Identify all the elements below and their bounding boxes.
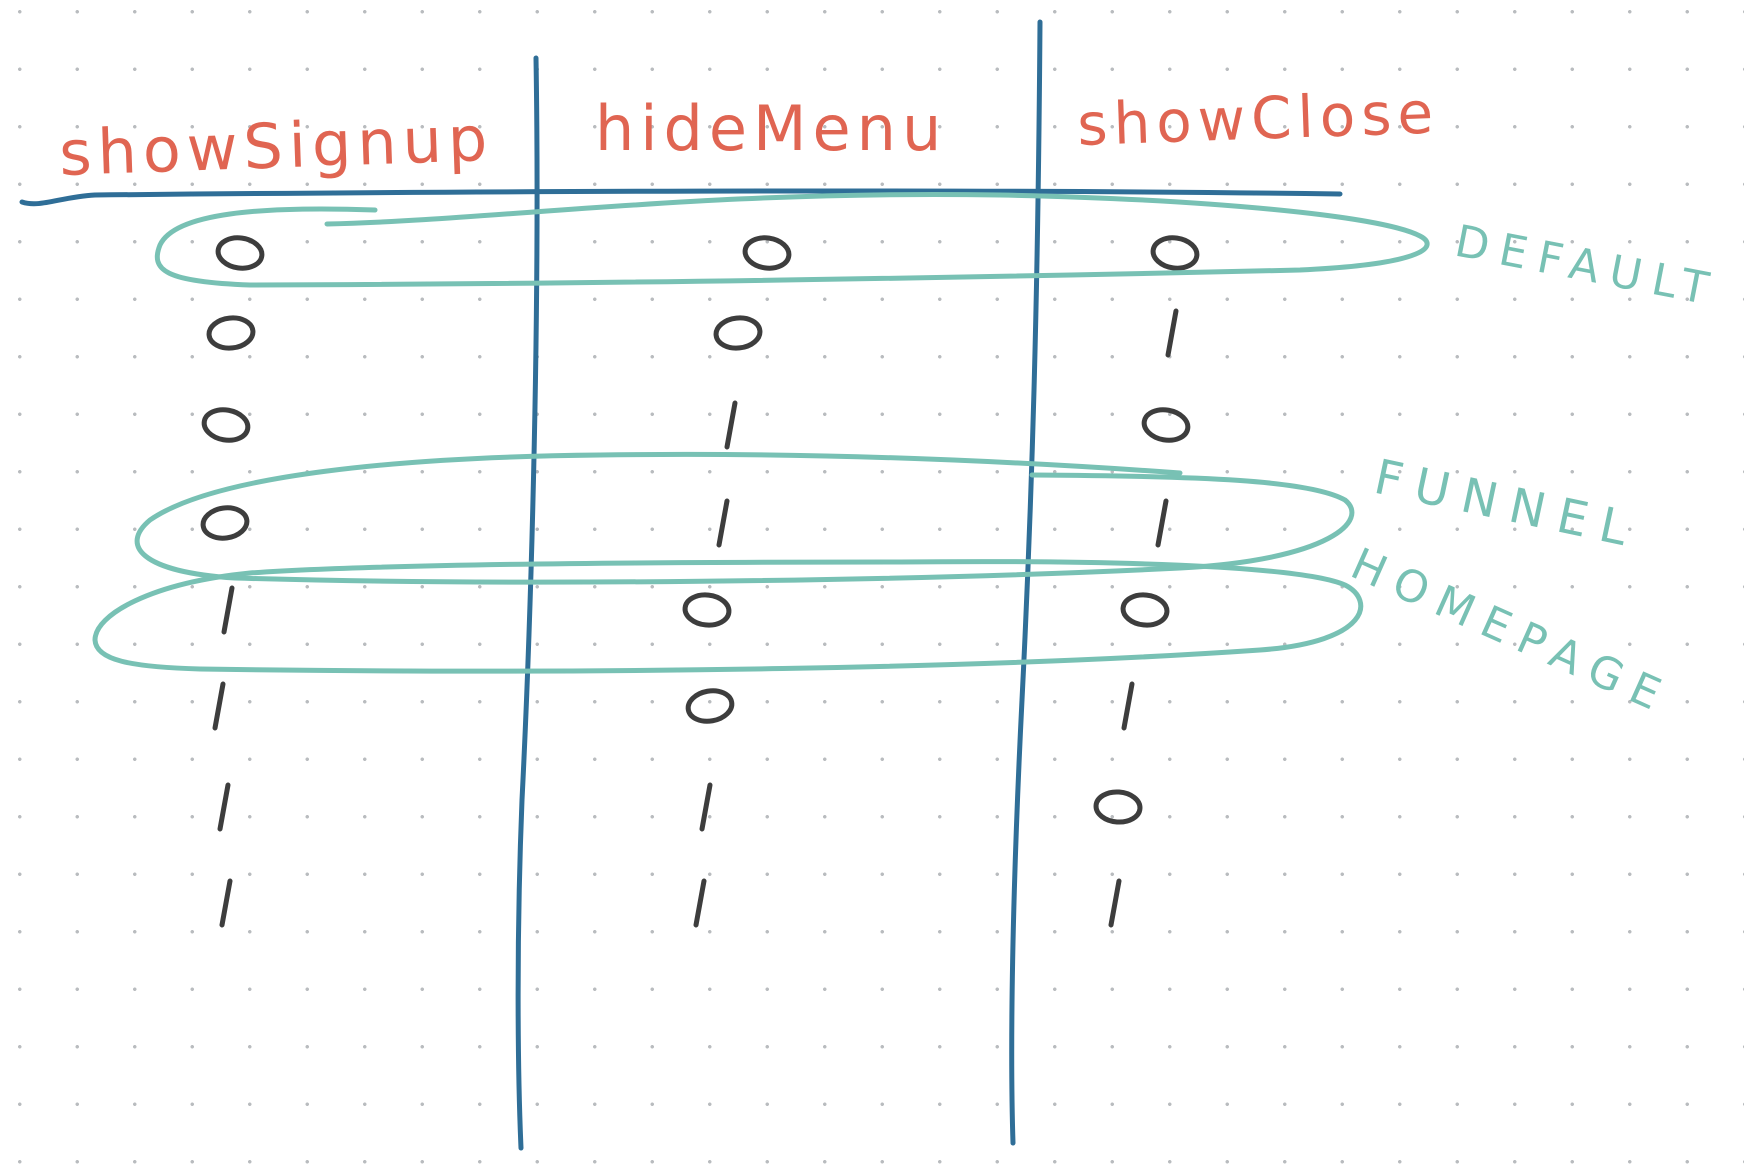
group-outlines <box>92 191 1430 674</box>
column-divider-2 <box>1009 19 1043 1146</box>
group-labels: DEFAULT FUNNEL HOMEPAGE <box>1344 216 1724 725</box>
header-showclose: showClose <box>1076 78 1440 159</box>
group-label-homepage: HOMEPAGE <box>1344 538 1679 725</box>
group-outline-homepage <box>92 559 1364 674</box>
mark-hideMenu-row-5-on <box>682 592 732 628</box>
mark-showClose-row-3-on <box>1141 407 1191 443</box>
mark-showClose-row-4-off <box>1155 498 1169 548</box>
mark-showSignup-row-5-off <box>221 585 235 635</box>
group-label-funnel: FUNNEL <box>1370 449 1645 560</box>
mark-hideMenu-row-1-on <box>742 235 792 271</box>
mark-showClose-row-6-off <box>1121 681 1135 731</box>
mark-showSignup-row-1-on <box>215 235 265 271</box>
mark-showSignup-row-3-on <box>201 407 251 443</box>
group-outline-funnel <box>134 451 1355 585</box>
mark-showClose-row-7-on <box>1093 789 1143 825</box>
header-hidemenu: hideMenu <box>595 92 947 165</box>
column-divider-1 <box>515 55 540 1151</box>
mark-showSignup-row-2-on <box>206 315 256 351</box>
state-marks <box>200 235 1200 928</box>
mark-hideMenu-row-4-off <box>716 498 730 548</box>
mark-hideMenu-row-2-on <box>713 315 763 351</box>
group-outline-default <box>154 191 1430 288</box>
header-underline <box>19 188 1343 207</box>
mark-showSignup-row-6-off <box>212 681 226 731</box>
mark-showClose-row-2-off <box>1165 308 1179 358</box>
mark-showClose-row-1-on <box>1150 235 1200 271</box>
mark-hideMenu-row-6-on <box>685 688 735 724</box>
mark-hideMenu-row-7-off <box>699 782 713 832</box>
mark-showSignup-row-7-off <box>217 782 231 832</box>
column-headers: showSignup hideMenu showClose <box>58 78 1440 190</box>
header-showsignup: showSignup <box>58 102 494 190</box>
table-lines <box>19 19 1343 1151</box>
mark-showSignup-row-4-on <box>200 505 250 541</box>
mark-hideMenu-row-8-off <box>693 878 707 928</box>
group-label-default: DEFAULT <box>1451 216 1723 317</box>
mark-showSignup-row-8-off <box>219 878 233 928</box>
mark-showClose-row-8-off <box>1108 878 1122 928</box>
mark-showClose-row-5-on <box>1120 592 1170 628</box>
mark-hideMenu-row-3-off <box>724 400 738 450</box>
